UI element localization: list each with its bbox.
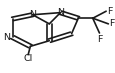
Text: F: F: [96, 35, 101, 44]
Text: N: N: [56, 8, 63, 17]
Text: N: N: [3, 33, 10, 42]
Text: F: F: [108, 19, 113, 28]
Text: Cl: Cl: [23, 54, 32, 63]
Text: F: F: [106, 7, 111, 16]
Text: N: N: [29, 10, 36, 19]
